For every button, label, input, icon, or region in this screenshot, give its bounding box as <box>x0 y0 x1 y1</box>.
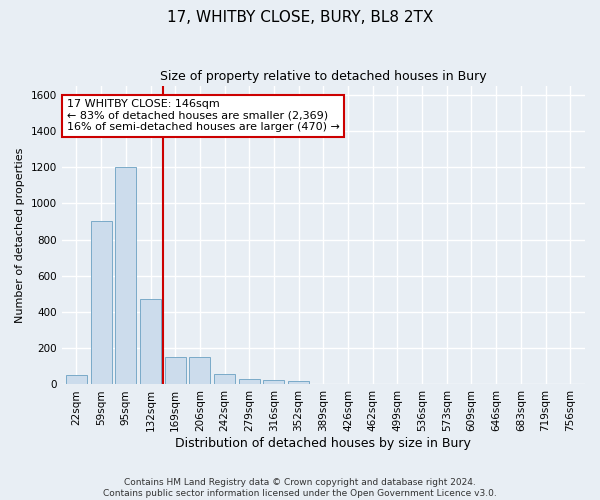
Bar <box>165 358 186 384</box>
Y-axis label: Number of detached properties: Number of detached properties <box>15 148 25 322</box>
Bar <box>140 300 161 384</box>
Bar <box>115 167 136 384</box>
Text: 17 WHITBY CLOSE: 146sqm
← 83% of detached houses are smaller (2,369)
16% of semi: 17 WHITBY CLOSE: 146sqm ← 83% of detache… <box>67 99 340 132</box>
X-axis label: Distribution of detached houses by size in Bury: Distribution of detached houses by size … <box>175 437 471 450</box>
Bar <box>214 374 235 384</box>
Title: Size of property relative to detached houses in Bury: Size of property relative to detached ho… <box>160 70 487 83</box>
Bar <box>66 376 87 384</box>
Bar <box>288 381 309 384</box>
Bar <box>91 222 112 384</box>
Bar <box>263 380 284 384</box>
Text: Contains HM Land Registry data © Crown copyright and database right 2024.
Contai: Contains HM Land Registry data © Crown c… <box>103 478 497 498</box>
Bar <box>239 379 260 384</box>
Bar <box>190 358 211 384</box>
Text: 17, WHITBY CLOSE, BURY, BL8 2TX: 17, WHITBY CLOSE, BURY, BL8 2TX <box>167 10 433 25</box>
